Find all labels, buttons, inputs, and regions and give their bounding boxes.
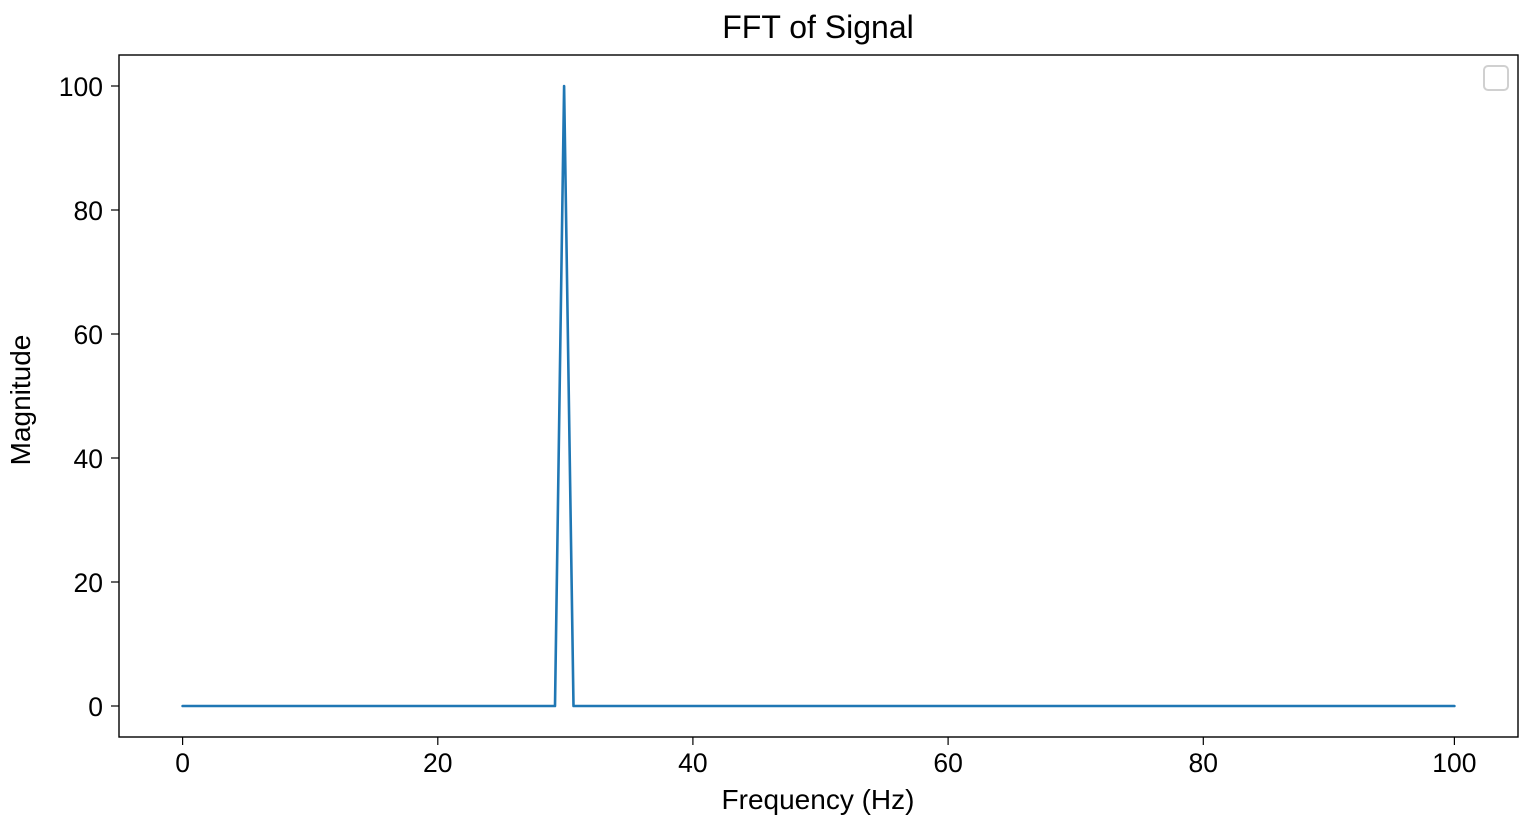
svg-text:Frequency (Hz): Frequency (Hz) bbox=[722, 784, 915, 815]
svg-text:20: 20 bbox=[74, 568, 103, 598]
svg-text:FFT of Signal: FFT of Signal bbox=[722, 9, 913, 45]
svg-text:40: 40 bbox=[74, 444, 103, 474]
svg-text:Magnitude: Magnitude bbox=[5, 335, 36, 466]
svg-text:40: 40 bbox=[678, 748, 707, 778]
svg-text:80: 80 bbox=[74, 196, 103, 226]
svg-text:80: 80 bbox=[1189, 748, 1218, 778]
svg-text:20: 20 bbox=[423, 748, 452, 778]
svg-text:60: 60 bbox=[933, 748, 962, 778]
svg-text:100: 100 bbox=[59, 72, 103, 102]
svg-text:0: 0 bbox=[175, 748, 190, 778]
svg-text:60: 60 bbox=[74, 320, 103, 350]
svg-text:0: 0 bbox=[88, 692, 103, 722]
svg-text:100: 100 bbox=[1432, 748, 1476, 778]
